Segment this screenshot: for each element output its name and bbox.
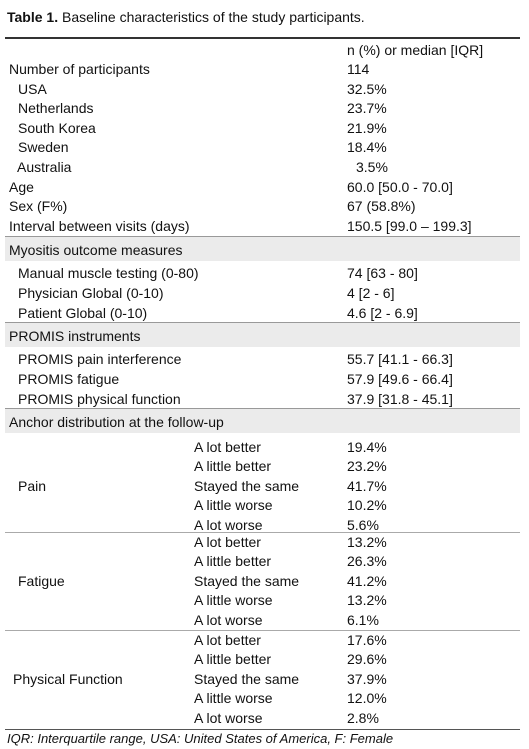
row-value: 18.4% bbox=[347, 139, 387, 156]
row-value: 150.5 [99.0 – 199.3] bbox=[347, 217, 472, 234]
sub-label: A lot better bbox=[194, 439, 261, 455]
sub-label: A little worse bbox=[194, 690, 273, 707]
sub-label: A lot worse bbox=[194, 516, 263, 533]
sub-label: Stayed the same bbox=[194, 572, 300, 589]
group-label: Physical Function bbox=[13, 670, 123, 687]
row-label: USA bbox=[18, 80, 47, 97]
sub-label: A little better bbox=[194, 553, 272, 570]
row-value: 41.7% bbox=[347, 477, 387, 494]
row-label: Interval between visits (days) bbox=[9, 217, 190, 234]
section-band bbox=[5, 237, 520, 261]
column-header: n (%) or median [IQR] bbox=[347, 42, 484, 58]
rule bbox=[5, 322, 520, 323]
row-label: Age bbox=[9, 178, 34, 195]
row-value: 13.2% bbox=[347, 534, 387, 550]
group-label: Fatigue bbox=[18, 572, 65, 589]
row-value: 23.7% bbox=[347, 100, 387, 117]
row-value: 3.5% bbox=[356, 159, 388, 175]
table-caption: Baseline characteristics of the study pa… bbox=[61, 9, 365, 25]
row-value: 29.6% bbox=[347, 651, 387, 668]
row-label: Patient Global (0-10) bbox=[18, 305, 148, 321]
section-heading: PROMIS instruments bbox=[9, 328, 141, 344]
row-value: 37.9% bbox=[347, 670, 387, 687]
row-value: 21.9% bbox=[347, 119, 387, 136]
sub-label: A lot better bbox=[194, 632, 261, 648]
row-value: 4.6 [2 - 6.9] bbox=[347, 305, 418, 321]
section-heading: Anchor distribution at the follow-up bbox=[9, 414, 224, 430]
row-label: Physician Global (0-10) bbox=[18, 285, 164, 301]
row-label: PROMIS physical function bbox=[18, 391, 181, 407]
row-value: 23.2% bbox=[347, 458, 387, 475]
row-value: 10.2% bbox=[347, 497, 387, 514]
row-value: 55.7 [41.1 - 66.3] bbox=[347, 351, 453, 367]
rule bbox=[5, 532, 520, 533]
row-value: 12.0% bbox=[347, 690, 387, 707]
row-label: Sex (F%) bbox=[9, 198, 68, 215]
row-value: 74 [63 - 80] bbox=[347, 265, 418, 281]
sub-label: A little worse bbox=[194, 497, 273, 514]
row-label: South Korea bbox=[18, 119, 96, 136]
row-label: Sweden bbox=[18, 139, 69, 156]
row-value: 60.0 [50.0 - 70.0] bbox=[347, 178, 453, 195]
row-value: 17.6% bbox=[347, 632, 387, 648]
row-value: 6.1% bbox=[347, 611, 379, 628]
sub-label: A lot worse bbox=[194, 611, 263, 628]
sub-label: A little better bbox=[194, 458, 272, 475]
row-label: Number of participants bbox=[9, 61, 150, 77]
section-heading: Myositis outcome measures bbox=[9, 242, 183, 258]
sub-label: Stayed the same bbox=[194, 670, 300, 687]
rule bbox=[5, 37, 520, 39]
sub-label: A lot worse bbox=[194, 709, 263, 726]
row-label: Netherlands bbox=[18, 100, 94, 117]
row-value: 13.2% bbox=[347, 592, 387, 609]
row-value: 4 [2 - 6] bbox=[347, 285, 395, 301]
row-label: PROMIS fatigue bbox=[18, 371, 120, 387]
rule bbox=[5, 630, 520, 631]
row-value: 114 bbox=[347, 61, 370, 77]
row-value: 5.6% bbox=[347, 516, 379, 533]
sub-label: A lot better bbox=[194, 534, 261, 550]
row-value: 32.5% bbox=[347, 80, 387, 97]
table-label: Table 1. bbox=[7, 9, 59, 25]
row-label: Manual muscle testing (0-80) bbox=[18, 265, 199, 281]
group-label: Pain bbox=[18, 477, 47, 494]
sub-label: Stayed the same bbox=[194, 477, 300, 494]
row-value: 26.3% bbox=[347, 553, 387, 570]
footnote: IQR: Interquartile range, USA: United St… bbox=[7, 731, 394, 746]
table-title: Table 1. Baseline characteristics of the… bbox=[7, 9, 365, 25]
row-value: 37.9 [31.8 - 45.1] bbox=[347, 391, 453, 407]
row-value: 67 (58.8%) bbox=[347, 198, 416, 215]
sub-label: A little better bbox=[194, 651, 272, 668]
rule bbox=[5, 729, 520, 730]
section-band bbox=[5, 323, 520, 347]
sub-label: A little worse bbox=[194, 592, 273, 609]
rule bbox=[5, 408, 520, 409]
section-band bbox=[5, 409, 520, 433]
row-value: 2.8% bbox=[347, 709, 379, 726]
row-value: 57.9 [49.6 - 66.4] bbox=[347, 371, 453, 387]
row-value: 19.4% bbox=[347, 439, 387, 455]
rule bbox=[5, 236, 520, 237]
row-value: 41.2% bbox=[347, 572, 387, 589]
row-label: PROMIS pain interference bbox=[18, 351, 182, 367]
row-label: Australia bbox=[17, 159, 72, 175]
